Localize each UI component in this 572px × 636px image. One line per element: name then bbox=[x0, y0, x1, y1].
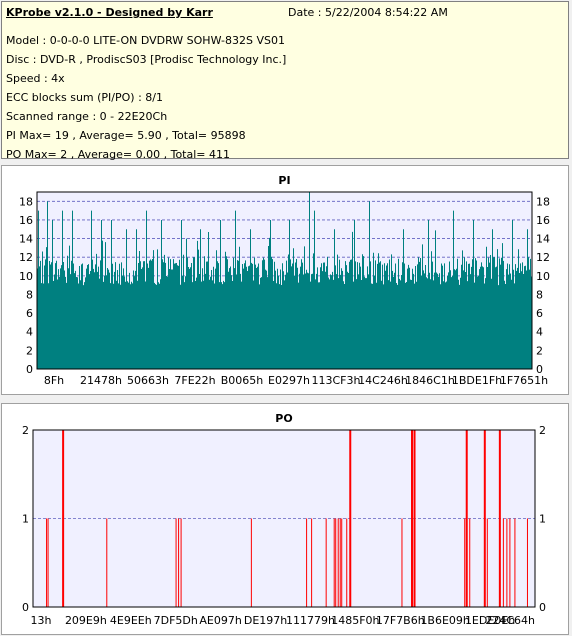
info-ecc: ECC blocks sum (PI/PO) : 8/1 bbox=[6, 91, 163, 104]
y-tick-label-left: 0 bbox=[22, 601, 29, 614]
po-chart: PO 0 0 1 1 2 2 13h 209E9h 4E9EEh 7DF5Dh AE097h DE197… bbox=[22, 412, 546, 627]
x-tick-label: E0297h bbox=[268, 374, 310, 387]
y-tick-label-right: 12 bbox=[536, 251, 550, 264]
chart-title: PO bbox=[275, 412, 292, 425]
x-tick-label: 21478h bbox=[80, 374, 122, 387]
app-title: KProbe v2.1.0 - Designed by Karr bbox=[6, 6, 213, 19]
x-tick-label: 50663h bbox=[127, 374, 169, 387]
y-tick-label-right: 16 bbox=[536, 214, 550, 227]
info-speed: Speed : 4x bbox=[6, 72, 65, 85]
y-tick-label-right: 8 bbox=[536, 288, 543, 301]
y-tick-label-left: 10 bbox=[19, 270, 33, 283]
x-tick-label: AE097h bbox=[199, 614, 241, 627]
x-tick-label: 7DF5Dh bbox=[154, 614, 198, 627]
info-pi-stats: PI Max= 19 , Average= 5.90 , Total= 9589… bbox=[6, 129, 246, 142]
y-tick-label-right: 0 bbox=[536, 363, 543, 376]
y-tick-label-right: 2 bbox=[539, 424, 546, 437]
y-tick-label-right: 1 bbox=[539, 513, 546, 526]
scan-date: Date : 5/22/2004 8:54:22 AM bbox=[288, 6, 448, 19]
x-tick-label: 1BDE1Fh bbox=[452, 374, 502, 387]
plot-border bbox=[32, 429, 536, 608]
x-tick-label: B0065h bbox=[221, 374, 264, 387]
y-tick-label-left: 4 bbox=[26, 326, 33, 339]
y-tick-label-left: 18 bbox=[19, 195, 33, 208]
plot-border bbox=[36, 191, 533, 370]
info-panel: KProbe v2.1.0 - Designed by Karr Date : … bbox=[1, 1, 569, 161]
x-tick-label: 17F7B6h bbox=[376, 614, 425, 627]
y-tick-label-left: 12 bbox=[19, 251, 33, 264]
x-tick-label: 1F7651h bbox=[500, 374, 548, 387]
y-tick-label-right: 2 bbox=[536, 344, 543, 357]
y-tick-label-left: 16 bbox=[19, 214, 33, 227]
x-tick-label: 14C246h bbox=[358, 374, 408, 387]
y-tick-label-right: 14 bbox=[536, 233, 550, 246]
info-model: Model : 0-0-0-0 LITE-ON DVDRW SOHW-832S … bbox=[6, 34, 285, 47]
x-tick-label: 8Fh bbox=[44, 374, 64, 387]
info-disc: Disc : DVD-R , ProdiscS03 [Prodisc Techn… bbox=[6, 53, 287, 66]
y-tick-label-right: 18 bbox=[536, 195, 550, 208]
chart-title: PI bbox=[278, 174, 290, 187]
x-tick-label: 113CF3h bbox=[312, 374, 361, 387]
x-tick-label: DE197h bbox=[244, 614, 287, 627]
info-po-stats: PO Max= 2 , Average= 0.00 , Total= 411 bbox=[6, 148, 230, 161]
pi-chart-panel: PI 0 0 2 2 4 4 6 6 8 8 10 10 12 12 14 14 16 16 18 18 8Fh 21478… bbox=[1, 165, 569, 395]
po-chart-panel: PO 0 0 1 1 2 2 13h 209E9h 4E9EEh 7DF5Dh AE097h DE197… bbox=[1, 403, 569, 635]
x-tick-label: 1B6E09h bbox=[420, 614, 469, 627]
y-tick-label-left: 6 bbox=[26, 307, 33, 320]
y-tick-label-right: 0 bbox=[539, 601, 546, 614]
y-tick-label-left: 1 bbox=[22, 513, 29, 526]
y-tick-label-right: 4 bbox=[536, 326, 543, 339]
x-tick-label: 209E9h bbox=[65, 614, 107, 627]
y-tick-label-left: 2 bbox=[22, 424, 29, 437]
x-tick-label: 4E9EEh bbox=[110, 614, 152, 627]
x-tick-label: 13h bbox=[31, 614, 52, 627]
x-tick-label: 224C64h bbox=[485, 614, 535, 627]
y-tick-label-left: 2 bbox=[26, 344, 33, 357]
y-tick-label-right: 6 bbox=[536, 307, 543, 320]
x-tick-label: 1485F0h bbox=[331, 614, 379, 627]
x-tick-label: 1EDE0Eh bbox=[465, 614, 515, 627]
x-tick-label: 7FE22h bbox=[174, 374, 215, 387]
y-tick-label-left: 8 bbox=[26, 288, 33, 301]
y-tick-label-right: 10 bbox=[536, 270, 550, 283]
pi-chart: PI 0 0 2 2 4 4 6 6 8 8 10 10 12 12 14 14 16 16 18 18 8Fh 21478… bbox=[19, 174, 550, 387]
y-tick-label-left: 14 bbox=[19, 233, 33, 246]
x-tick-label: 1846C1h bbox=[405, 374, 455, 387]
info-range: Scanned range : 0 - 22E20Ch bbox=[6, 110, 168, 123]
y-tick-label-left: 0 bbox=[26, 363, 33, 376]
x-tick-label: 111779h bbox=[286, 614, 335, 627]
